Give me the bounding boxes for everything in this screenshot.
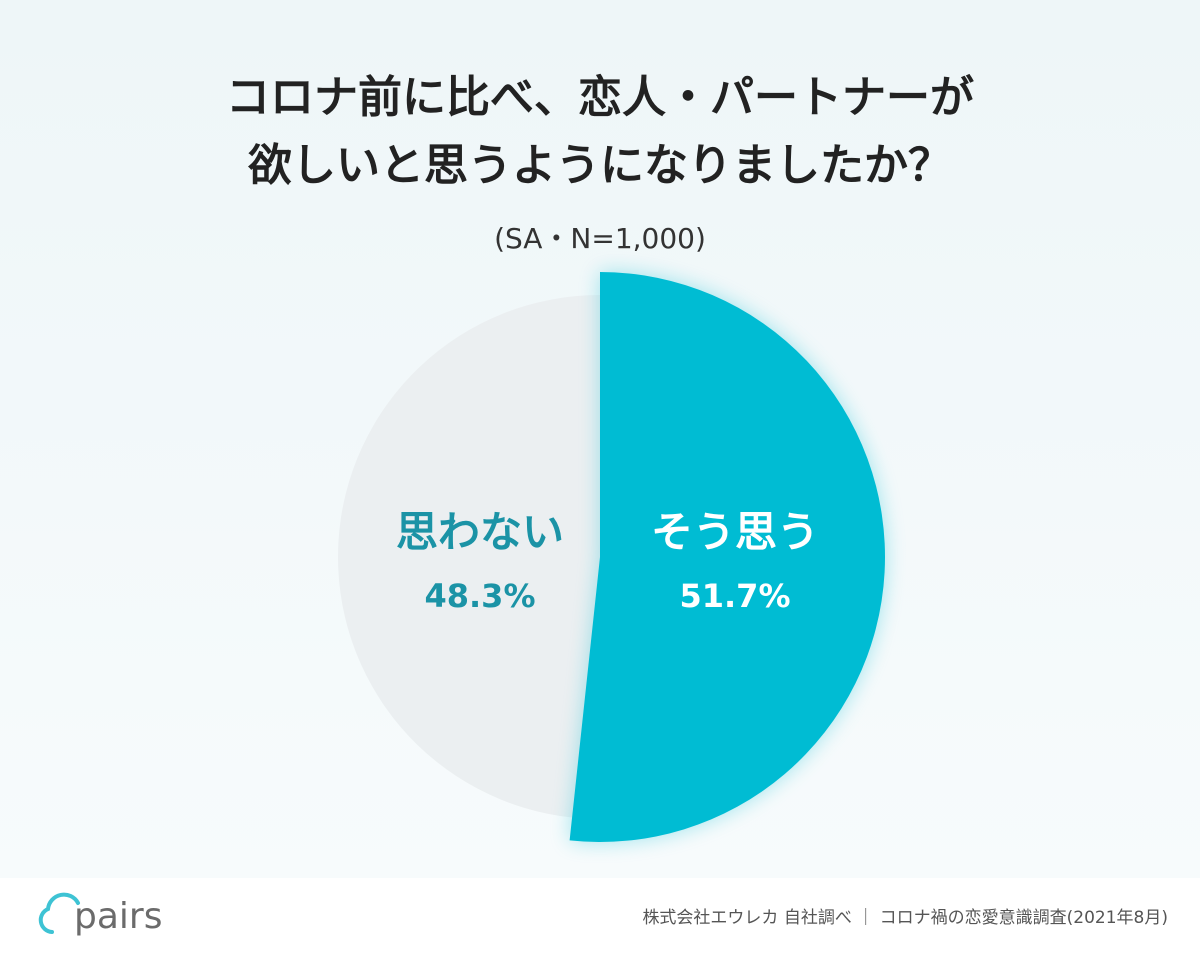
chart-title: 欲しいと思うようになりましたか？ — [247, 140, 952, 191]
slice-label: 思わない — [396, 508, 564, 557]
chart-title: コロナ前に比べ、恋人・パートナーが — [226, 72, 974, 123]
footer-band — [0, 878, 1200, 960]
pie-slice — [337, 295, 600, 818]
value-label: 51.7% — [679, 577, 790, 615]
source-note: 株式会社エウレカ 自社調べ ｜ コロナ禍の恋愛意識調査(2021年8月) — [642, 907, 1168, 928]
logo-text: pairs — [74, 896, 162, 937]
chart-subtitle: (SA・N=1,000) — [494, 222, 706, 255]
logo: pairs — [38, 892, 162, 937]
pie-slice — [569, 272, 885, 842]
logo-icon — [38, 892, 80, 934]
value-label: 48.3% — [424, 577, 535, 615]
pie: そう思う 51.7% 思わない 48.3% — [337, 272, 885, 842]
slice-label: そう思う — [651, 508, 819, 557]
